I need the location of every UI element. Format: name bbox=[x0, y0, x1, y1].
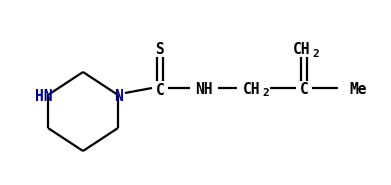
Text: S: S bbox=[156, 41, 164, 56]
Text: C: C bbox=[300, 82, 308, 97]
Text: 2: 2 bbox=[313, 49, 319, 59]
Text: CH: CH bbox=[243, 82, 261, 97]
Text: CH: CH bbox=[293, 41, 311, 56]
Text: Me: Me bbox=[349, 82, 367, 97]
Text: C: C bbox=[156, 83, 164, 97]
Text: NH: NH bbox=[195, 82, 213, 97]
Text: N: N bbox=[115, 88, 124, 103]
Text: HN: HN bbox=[35, 88, 53, 103]
Text: 2: 2 bbox=[263, 88, 269, 98]
